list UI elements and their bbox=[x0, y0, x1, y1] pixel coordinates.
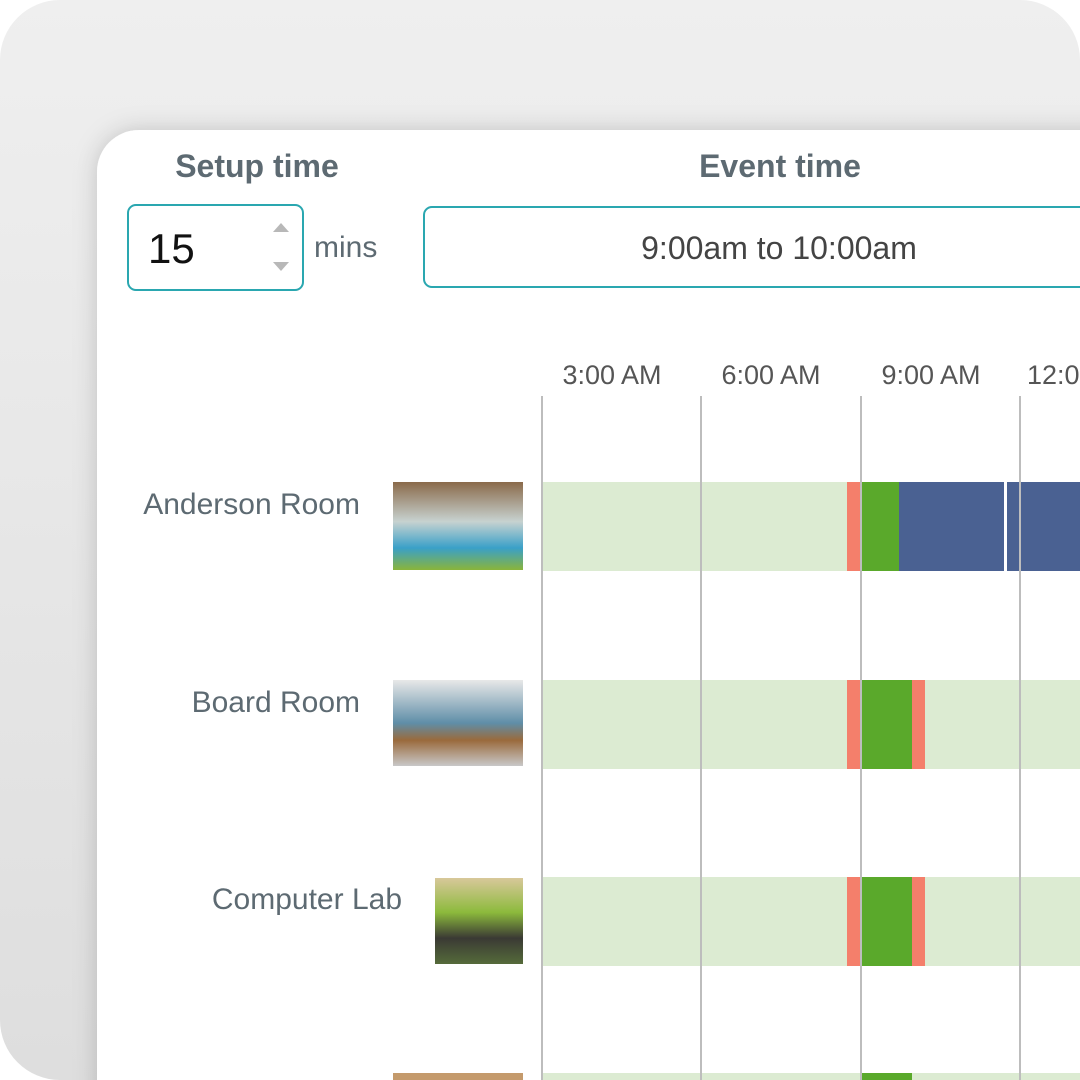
availability-bar bbox=[542, 877, 1080, 966]
teardown-block bbox=[912, 877, 925, 966]
spinner-down[interactable] bbox=[273, 262, 289, 271]
event-block bbox=[861, 482, 899, 571]
setup-input[interactable] bbox=[127, 204, 304, 291]
setup-label: Setup time bbox=[175, 148, 339, 184]
room-name: Computer Lab bbox=[212, 883, 402, 916]
booked-block bbox=[899, 482, 1080, 571]
setup-block bbox=[847, 482, 861, 571]
event-block bbox=[861, 1073, 912, 1080]
setup-block bbox=[847, 877, 861, 966]
setup-unit: mins bbox=[314, 231, 377, 264]
time-tick: 6:00 AM bbox=[721, 360, 820, 390]
setup-block bbox=[847, 680, 861, 769]
booked-divider bbox=[1004, 482, 1007, 571]
setup-value: 15 bbox=[148, 225, 195, 272]
room-name: Anderson Room bbox=[143, 488, 360, 521]
card bbox=[97, 130, 1080, 1080]
time-tick: 12:00 PM bbox=[1027, 360, 1080, 390]
rows bbox=[393, 482, 1080, 1080]
room-name: Board Room bbox=[192, 686, 360, 719]
room-photo bbox=[435, 878, 523, 964]
event-input[interactable] bbox=[423, 206, 1080, 288]
event-label: Event time bbox=[699, 148, 861, 184]
room-photo bbox=[393, 1073, 523, 1080]
event-value: 9:00am to 10:00am bbox=[641, 230, 917, 266]
time-tick: 9:00 AM bbox=[881, 360, 980, 390]
event-block bbox=[861, 680, 912, 769]
room-photo bbox=[393, 482, 523, 570]
spinner-up[interactable] bbox=[273, 223, 289, 232]
time-tick: 3:00 AM bbox=[562, 360, 661, 390]
availability-bar bbox=[542, 680, 1080, 769]
availability-bar bbox=[542, 1073, 1080, 1080]
teardown-block bbox=[912, 680, 925, 769]
room-photo bbox=[393, 680, 523, 766]
event-block bbox=[861, 877, 912, 966]
